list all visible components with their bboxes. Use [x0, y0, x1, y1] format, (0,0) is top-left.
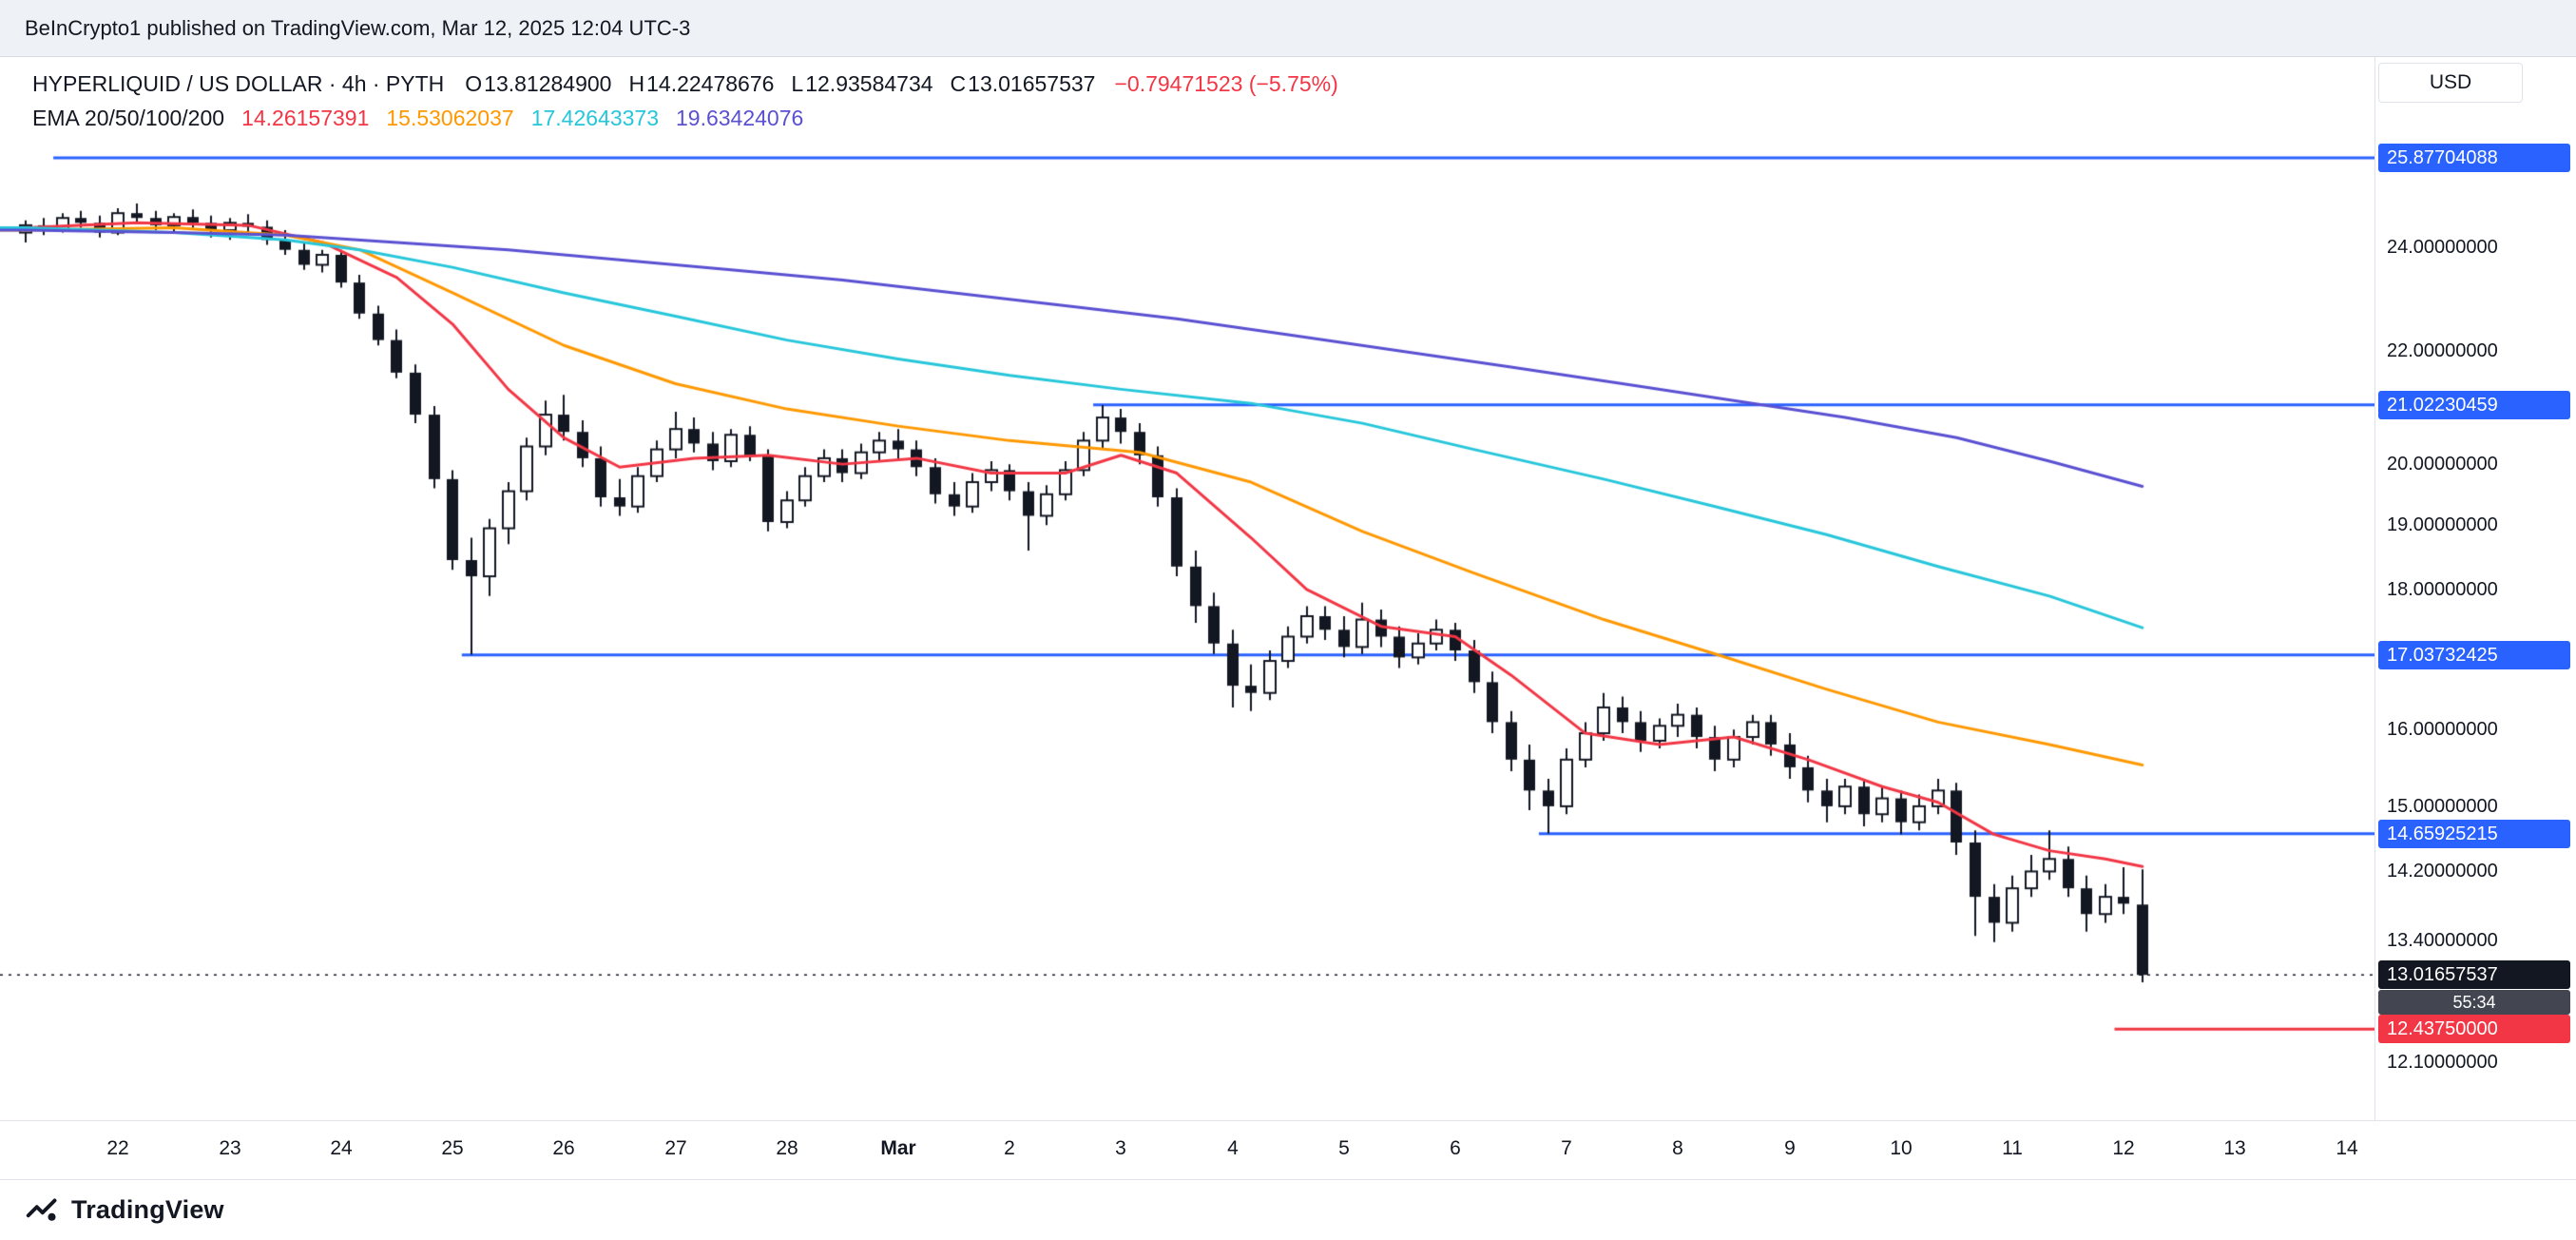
time-tick: 9: [1784, 1137, 1796, 1159]
time-tick: 24: [330, 1137, 353, 1159]
time-scale[interactable]: 22 23 24 25 26 27 28 Mar 2 3 4 5 6 7 8 9 10 11 12 13 14: [0, 1120, 2576, 1179]
ema200-value: 19.63424076: [676, 105, 804, 130]
ema50-value: 15.53062037: [386, 105, 514, 130]
time-tick: 26: [552, 1137, 575, 1159]
ema-legend-row[interactable]: EMA 20/50/100/200 14.26157391 15.5306203…: [32, 101, 1338, 135]
symbol-legend-row[interactable]: HYPERLIQUID / US DOLLAR · 4h · PYTH O13.…: [32, 67, 1338, 101]
price-tick: 13.40000000: [2387, 930, 2498, 951]
price-tick: 18.00000000: [2387, 579, 2498, 600]
ohlc-high: H14.22478676: [628, 71, 774, 97]
ema-indicator-label: EMA 20/50/100/200: [32, 105, 225, 130]
time-tick: 13: [2223, 1137, 2246, 1159]
level-price-badge[interactable]: 17.03732425: [2378, 641, 2570, 669]
high-value: 14.22478676: [646, 70, 775, 96]
currency-button[interactable]: USD: [2378, 63, 2523, 103]
price-tick: 20.00000000: [2387, 454, 2498, 475]
bar-countdown-badge: 55:34: [2378, 990, 2570, 1015]
time-tick: 3: [1115, 1137, 1126, 1159]
level-price-badge[interactable]: 12.43750000: [2378, 1015, 2570, 1043]
close-label: C: [950, 70, 967, 96]
time-tick: 4: [1227, 1137, 1239, 1159]
time-tick: 5: [1338, 1137, 1350, 1159]
close-value: 13.01657537: [968, 70, 1096, 96]
low-value: 12.93584734: [805, 70, 933, 96]
time-tick: Mar: [880, 1137, 916, 1159]
time-tick: 6: [1450, 1137, 1461, 1159]
price-tick: 19.00000000: [2387, 514, 2498, 535]
current-price-badge[interactable]: 13.01657537: [2378, 960, 2570, 989]
publish-banner: BeInCrypto1 published on TradingView.com…: [0, 0, 2576, 57]
open-label: O: [465, 70, 483, 96]
time-tick: 14: [2336, 1137, 2358, 1159]
footer-bar: TradingView: [0, 1179, 2576, 1240]
time-tick: 22: [106, 1137, 129, 1159]
price-scale[interactable]: 24.00000000 22.00000000 20.00000000 19.0000…: [2374, 57, 2576, 1179]
time-tick: 23: [219, 1137, 241, 1159]
symbol-title: HYPERLIQUID / US DOLLAR · 4h · PYTH: [32, 70, 445, 96]
price-tick: 22.00000000: [2387, 340, 2498, 361]
level-price-badge[interactable]: 21.02230459: [2378, 391, 2570, 419]
time-tick: 2: [1004, 1137, 1015, 1159]
time-tick: 11: [2002, 1137, 2023, 1159]
ohlc-low: L12.93584734: [791, 71, 932, 97]
price-tick: 24.00000000: [2387, 237, 2498, 258]
high-label: H: [628, 70, 645, 96]
price-tick: 12.10000000: [2387, 1052, 2498, 1073]
ohlc-open: O13.81284900: [465, 71, 611, 97]
tradingview-logo-icon[interactable]: [25, 1193, 59, 1228]
price-tick: 15.00000000: [2387, 796, 2498, 817]
level-price-badge[interactable]: 25.87704088: [2378, 144, 2570, 172]
ema20-value: 14.26157391: [241, 105, 370, 130]
time-tick: 8: [1672, 1137, 1683, 1159]
ema100-value: 17.42643373: [530, 105, 659, 130]
open-value: 13.81284900: [484, 70, 612, 96]
chart-legend: HYPERLIQUID / US DOLLAR · 4h · PYTH O13.…: [32, 67, 1338, 135]
price-tick: 16.00000000: [2387, 719, 2498, 740]
time-tick: 12: [2112, 1137, 2135, 1159]
low-label: L: [791, 70, 804, 96]
time-tick: 25: [441, 1137, 464, 1159]
publish-note: BeInCrypto1 published on TradingView.com…: [25, 15, 691, 40]
level-price-badge[interactable]: 14.65925215: [2378, 820, 2570, 848]
time-tick: 28: [776, 1137, 798, 1159]
ohlc-close: C13.01657537: [951, 71, 1096, 97]
time-tick: 10: [1890, 1137, 1913, 1159]
chart-canvas[interactable]: [0, 57, 2374, 1120]
price-tick: 14.20000000: [2387, 861, 2498, 882]
change-value: −0.79471523 (−5.75%): [1114, 70, 1338, 96]
tradingview-wordmark[interactable]: TradingView: [71, 1195, 224, 1224]
time-tick: 7: [1561, 1137, 1572, 1159]
time-tick: 27: [664, 1137, 687, 1159]
